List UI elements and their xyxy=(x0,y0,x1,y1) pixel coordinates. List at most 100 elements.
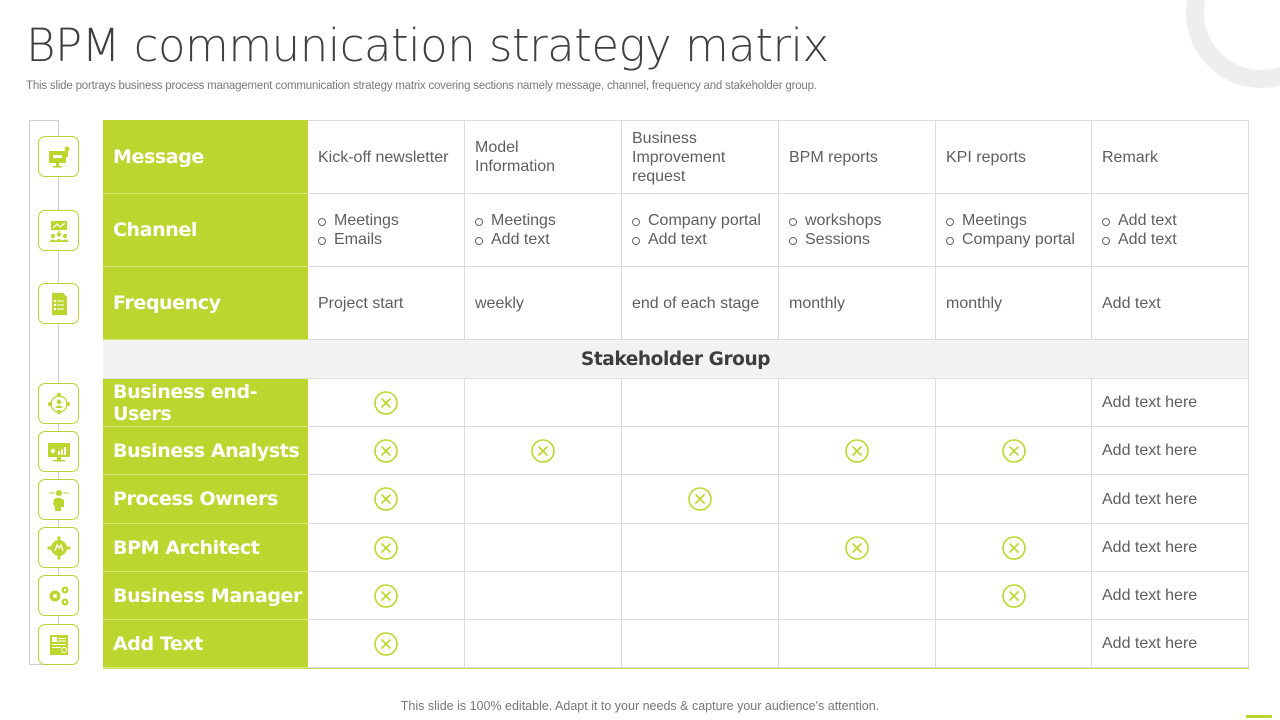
channel-item: Meetings xyxy=(946,211,1075,230)
stakeholder-mark-cell xyxy=(465,620,622,668)
communication-matrix: Message Kick-off newsletter Model Inform… xyxy=(103,120,1249,669)
channel-cell: workshops Sessions xyxy=(779,194,936,267)
frequency-cell: end of each stage xyxy=(622,267,779,340)
cell-text: BPM reports xyxy=(789,148,878,166)
stakeholder-mark-cell xyxy=(308,572,465,620)
row-label-stakeholder: Add Text xyxy=(103,620,308,668)
user-network-icon xyxy=(38,383,79,424)
channel-item: workshops xyxy=(789,211,881,230)
page-title: BPM communication strategy matrix xyxy=(26,19,829,72)
circle-x-icon xyxy=(374,583,398,608)
message-cell: Business Improvement request xyxy=(622,120,779,194)
circle-x-icon xyxy=(1001,583,1026,608)
message-cell: Model Information xyxy=(465,120,622,194)
cell-text: Business Improvement request xyxy=(632,129,726,185)
channel-item: Company portal xyxy=(946,230,1075,249)
report-document-icon xyxy=(38,624,79,665)
row-label-stakeholder: Business Analysts xyxy=(103,427,308,475)
stakeholder-remark-cell: Add text here xyxy=(1092,427,1249,475)
circle-x-icon xyxy=(845,438,869,463)
stakeholder-mark-cell xyxy=(936,524,1092,572)
stakeholder-mark-cell xyxy=(779,524,936,572)
circle-x-icon xyxy=(688,487,712,511)
page-subtitle: This slide portrays business process man… xyxy=(26,80,817,92)
stakeholder-mark-cell xyxy=(622,572,779,620)
stakeholder-mark-cell xyxy=(465,475,622,524)
remark-text: Add text here xyxy=(1102,442,1198,459)
frequency-cell: monthly xyxy=(936,267,1092,340)
stakeholder-mark-cell xyxy=(622,379,779,427)
channel-item: Company portal xyxy=(632,211,761,230)
footer-note: This slide is 100% editable. Adapt it to… xyxy=(400,699,880,713)
row-label-stakeholder: BPM Architect xyxy=(103,524,308,572)
cell-text: Remark xyxy=(1102,148,1159,166)
message-cell: BPM reports xyxy=(779,120,936,194)
row-label-stakeholder: Process Owners xyxy=(103,475,308,524)
remark-text: Add text here xyxy=(1102,490,1198,508)
meeting-audience-icon xyxy=(38,210,79,251)
row-label-text: Business end-Users xyxy=(113,380,258,425)
channel-item: Emails xyxy=(318,230,399,249)
channel-cell-remark: Add text Add text xyxy=(1092,194,1249,267)
analytics-monitor-icon xyxy=(38,431,79,472)
row-label-text: BPM Architect xyxy=(113,536,260,559)
stakeholder-mark-cell xyxy=(936,427,1092,475)
row-label-text: Message xyxy=(113,145,204,168)
stakeholder-mark-cell xyxy=(308,475,465,524)
row-label-text: Frequency xyxy=(113,292,221,314)
row-label-frequency: Frequency xyxy=(103,267,308,340)
frequency-cell: weekly xyxy=(465,267,622,340)
decorative-ring xyxy=(1186,0,1280,88)
row-label-text: Business Analysts xyxy=(113,439,300,462)
table-bottom-border xyxy=(103,668,1249,669)
circle-x-icon xyxy=(531,438,555,463)
cell-text: end of each stage xyxy=(632,294,760,312)
stakeholder-mark-cell xyxy=(622,427,779,475)
row-label-text: Process Owners xyxy=(113,488,278,510)
cell-text: Kick-off newsletter xyxy=(318,148,449,166)
stakeholder-remark-cell: Add text here xyxy=(1092,475,1249,524)
stakeholder-mark-cell xyxy=(308,427,465,475)
circle-x-icon xyxy=(374,438,398,463)
stakeholder-mark-cell xyxy=(622,620,779,668)
channel-item: Add text xyxy=(475,230,556,249)
frequency-cell: Project start xyxy=(308,267,465,340)
stakeholder-mark-cell xyxy=(622,524,779,572)
remark-text: Add text here xyxy=(1102,587,1198,604)
channel-item: Add text xyxy=(1102,230,1177,249)
stakeholder-mark-cell xyxy=(779,475,936,524)
remark-text: Add text here xyxy=(1102,635,1198,652)
cell-text: monthly xyxy=(789,294,846,312)
row-label-text: Add Text xyxy=(113,632,203,655)
stakeholder-mark-cell xyxy=(779,572,936,620)
checklist-document-icon xyxy=(38,283,79,324)
channel-item: Meetings xyxy=(318,211,399,230)
circle-x-icon xyxy=(374,631,398,656)
stakeholder-mark-cell xyxy=(779,427,936,475)
gear-settings-icon xyxy=(38,527,79,568)
cell-text: weekly xyxy=(475,294,524,312)
frequency-cell: monthly xyxy=(779,267,936,340)
remark-text: Add text here xyxy=(1102,394,1198,411)
stakeholder-mark-cell xyxy=(465,427,622,475)
cell-text: Project start xyxy=(318,294,404,312)
row-label-text: Business Manager xyxy=(113,584,303,607)
row-label-channel: Channel xyxy=(103,194,308,267)
stakeholder-mark-cell xyxy=(936,475,1092,524)
circle-x-icon xyxy=(1001,438,1026,463)
presentation-board-icon xyxy=(38,136,79,177)
row-label-stakeholder: Business Manager xyxy=(103,572,308,620)
stakeholder-group-header: Stakeholder Group xyxy=(103,340,1249,379)
corner-accent-bar xyxy=(1246,715,1272,718)
channel-cell: Meetings Add text xyxy=(465,194,622,267)
head-gear-icon xyxy=(38,479,79,520)
message-cell-remark: Remark xyxy=(1092,120,1249,194)
stakeholder-mark-cell xyxy=(622,475,779,524)
circle-x-icon xyxy=(374,535,398,560)
stakeholder-remark-cell: Add text here xyxy=(1092,620,1249,668)
cell-text: Add text xyxy=(1102,294,1161,312)
stakeholder-mark-cell xyxy=(465,524,622,572)
cell-text: KPI reports xyxy=(946,148,1027,166)
circle-x-icon xyxy=(374,487,398,511)
row-label-stakeholder: Business end-Users xyxy=(103,379,308,427)
